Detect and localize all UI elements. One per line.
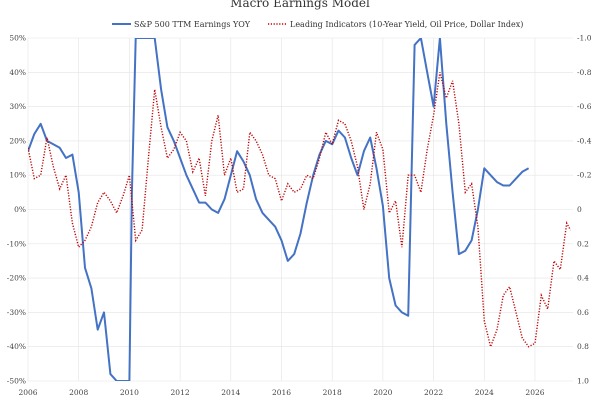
y-tick-label-left: 10%: [9, 171, 26, 180]
x-tick-label: 2024: [475, 388, 494, 397]
series-layer: [28, 38, 572, 381]
y-tick-label-right: -0.4: [577, 136, 592, 145]
x-tick-label: 2026: [525, 388, 544, 397]
legend-label-leading: Leading Indicators (10-Year Yield, Oil P…: [290, 20, 523, 29]
series-line-leading: [28, 72, 572, 350]
y-tick-label-right: -1.0: [577, 34, 592, 43]
y-axis-right: -1.0 -0.8 -0.6 -0.4 -0.2 0 0.2 0.4 0.6 0.8 1.0: [577, 34, 592, 386]
x-tick-label: 2008: [69, 388, 88, 397]
chart-title: Macro Earnings Model: [230, 0, 370, 10]
y-tick-label-right: 0.6: [577, 308, 589, 317]
y-axis-left: 50% 40% 30% 20% 10% 0% -10% -20% -30% -40% -50%: [7, 34, 26, 386]
x-tick-label: 2006: [18, 388, 37, 397]
y-tick-label-right: 0: [577, 205, 582, 214]
y-tick-label-left: -50%: [7, 377, 26, 386]
legend-label-eps: S&P 500 TTM Earnings YOY: [134, 20, 251, 29]
y-tick-label-right: 0.2: [577, 239, 589, 248]
x-tick-label: 2018: [323, 388, 342, 397]
x-tick-label: 2012: [171, 388, 190, 397]
x-tick-label: 2010: [120, 388, 139, 397]
y-tick-label-right: 0.4: [577, 274, 589, 283]
y-tick-label-left: 20%: [9, 136, 26, 145]
series-line-eps: [28, 38, 530, 381]
x-tick-label: 2014: [221, 388, 240, 397]
y-tick-label-right: -0.6: [577, 102, 592, 111]
y-tick-label-left: 40%: [9, 68, 26, 77]
y-tick-label-left: -10%: [7, 239, 26, 248]
y-tick-label-right: 0.8: [577, 342, 589, 351]
y-tick-label-left: -30%: [7, 308, 26, 317]
x-tick-label: 2022: [424, 388, 443, 397]
gridlines: [27, 37, 573, 382]
y-tick-label-right: -0.8: [577, 68, 592, 77]
y-tick-label-left: 0%: [14, 205, 26, 214]
y-tick-label-right: -0.2: [577, 171, 592, 180]
legend: S&P 500 TTM Earnings YOY Leading Indicat…: [112, 20, 523, 29]
y-tick-label-left: 30%: [9, 102, 26, 111]
y-tick-label-right: 1.0: [577, 377, 589, 386]
x-tick-label: 2020: [373, 388, 392, 397]
y-tick-label-left: 50%: [9, 34, 26, 43]
y-tick-label-left: -20%: [7, 274, 26, 283]
y-tick-label-left: -40%: [7, 342, 26, 351]
x-axis: 2006 2008 2010 2012 2014 2016 2018 2020 2022 2024…: [18, 388, 544, 397]
x-tick-label: 2016: [272, 388, 291, 397]
